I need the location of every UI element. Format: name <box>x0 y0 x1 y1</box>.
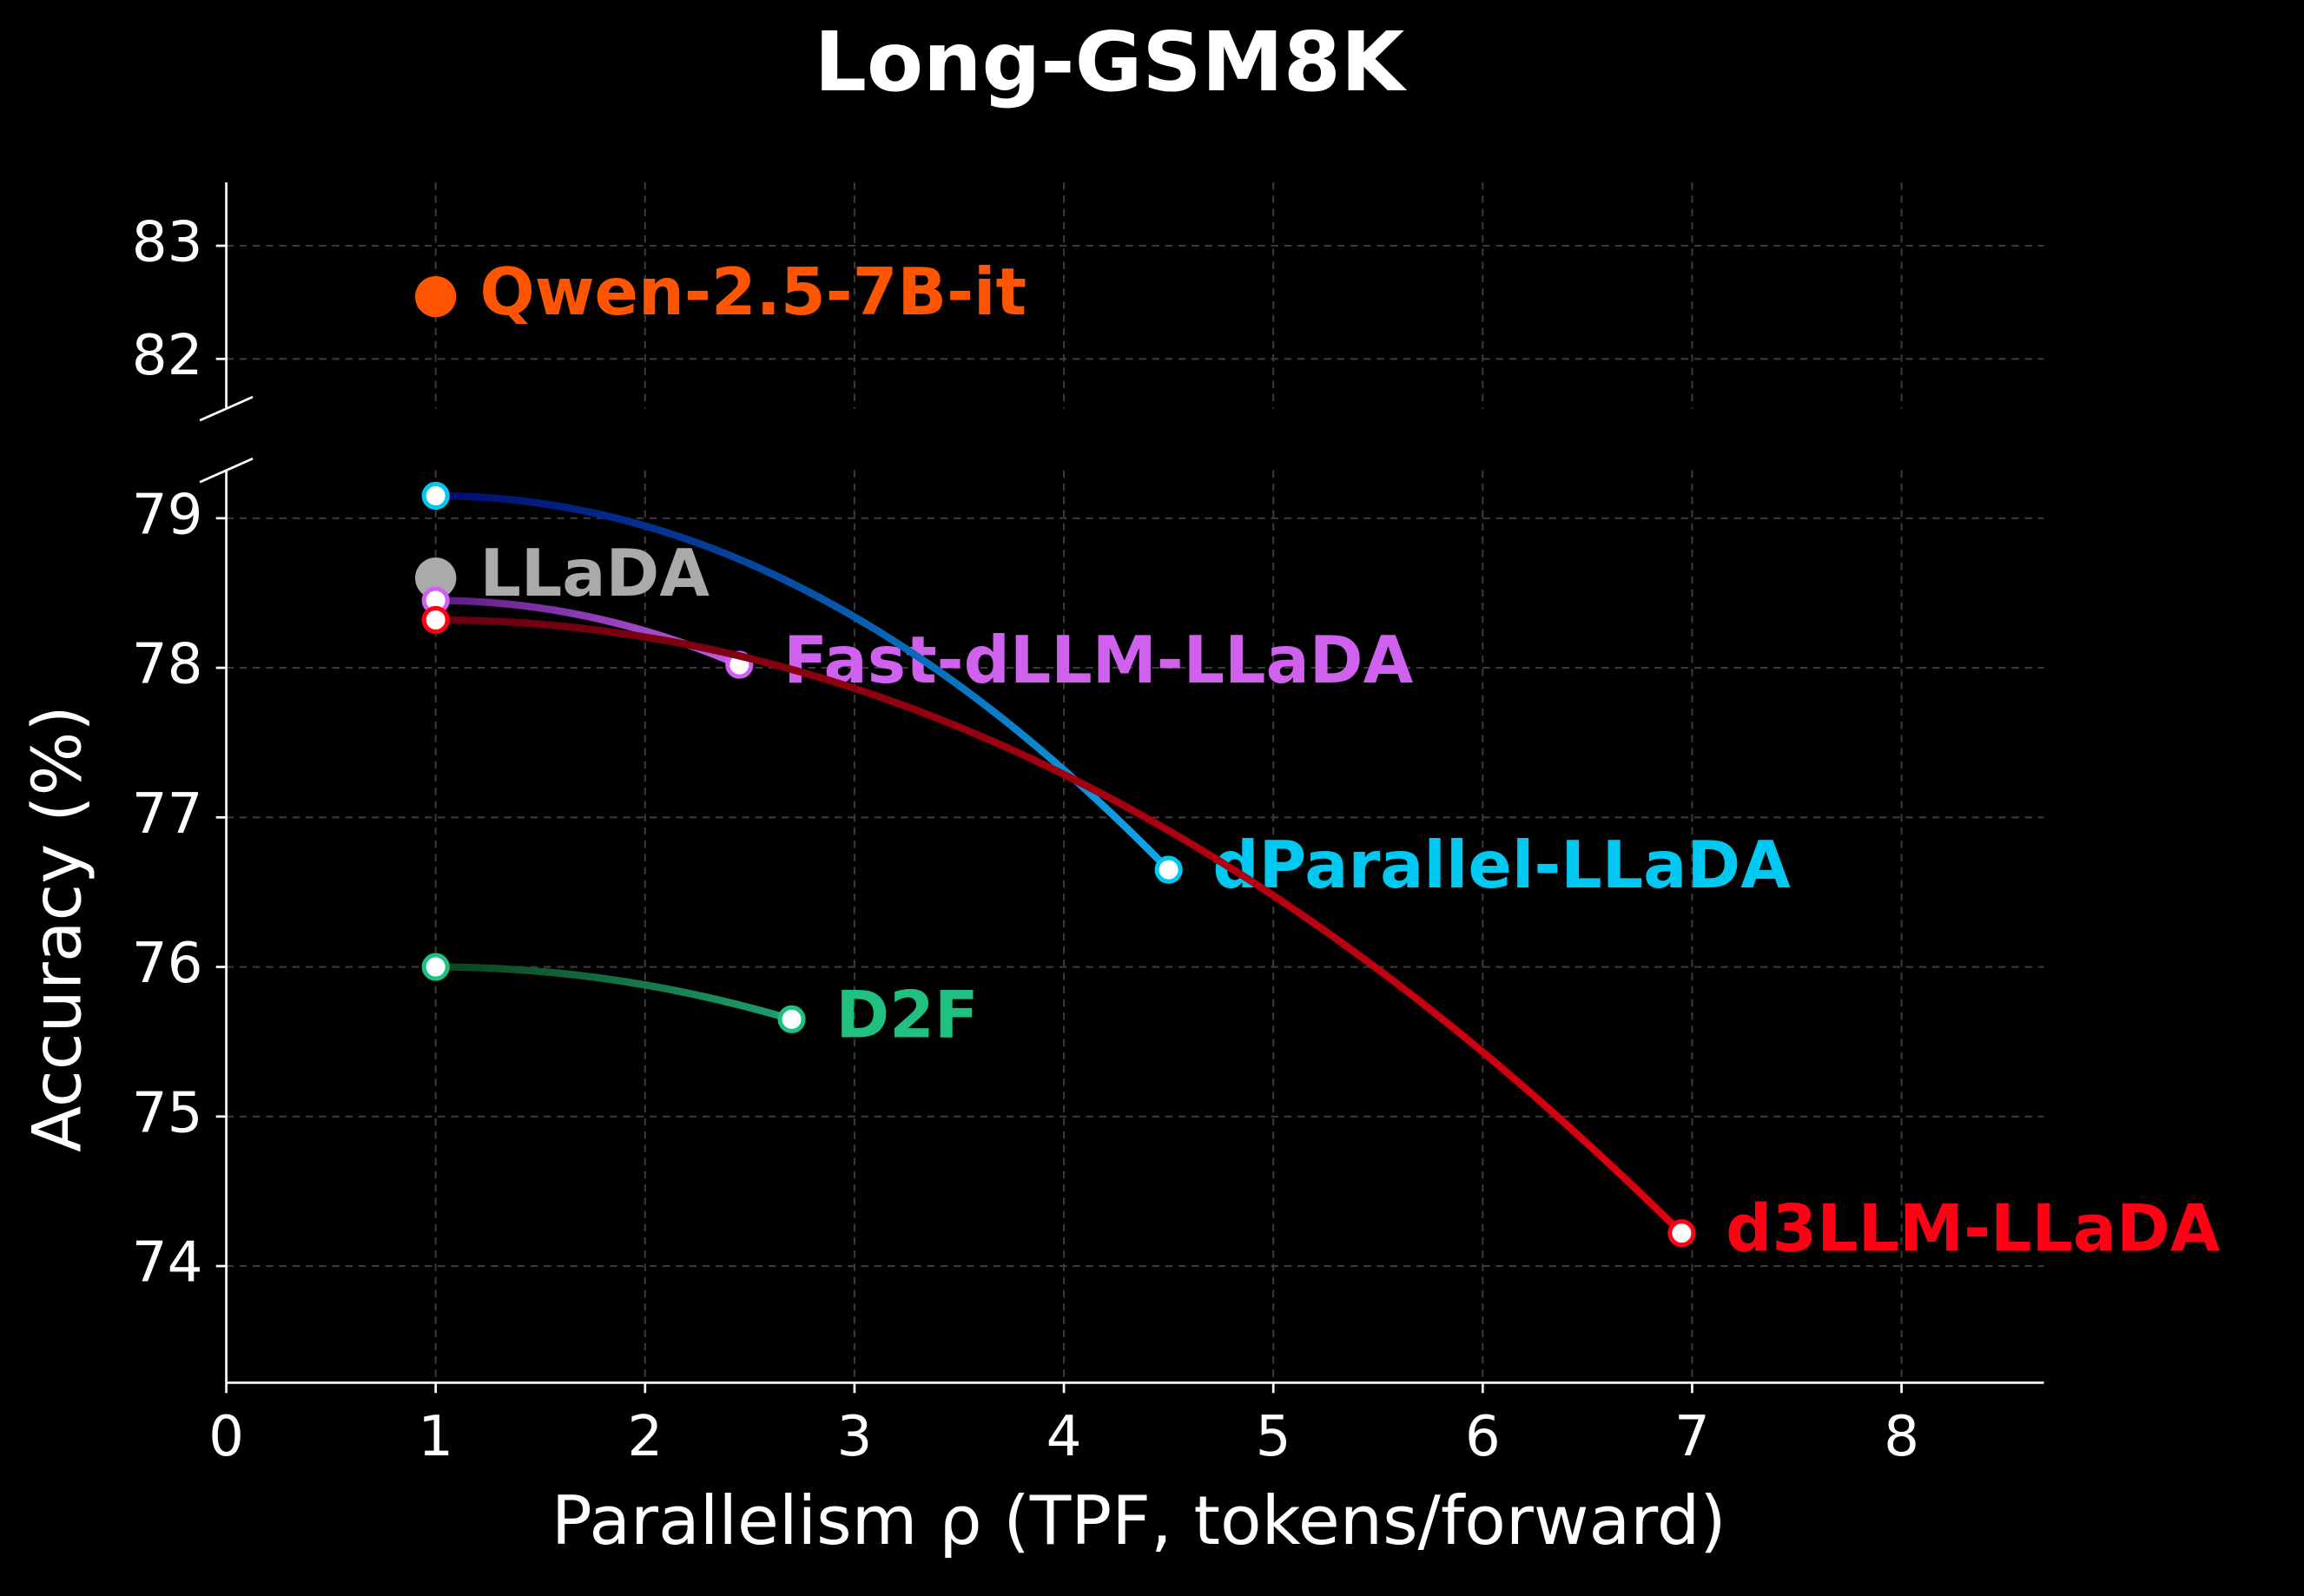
point <box>421 481 450 511</box>
y-tick-label: 82 <box>132 323 203 388</box>
y-tick-label: 75 <box>132 1080 203 1145</box>
y-tick-label: 78 <box>132 632 203 697</box>
x-tick-label: 6 <box>1465 1404 1501 1469</box>
x-axis-label: Parallelism ρ (TPF, tokens/forward) <box>551 1482 1726 1560</box>
x-tick-label: 1 <box>418 1404 453 1469</box>
x-tick-label: 4 <box>1046 1404 1082 1469</box>
series-label: D2F <box>835 977 978 1052</box>
series-label: Qwen-2.5-7B-it <box>479 254 1027 330</box>
point <box>777 1005 806 1033</box>
chart-title: Long-GSM8K <box>815 15 1408 110</box>
x-tick-label: 2 <box>627 1404 663 1469</box>
series-label: d3LLM-LLaDA <box>1726 1191 2221 1267</box>
axis-break <box>199 395 254 422</box>
y-axis-label: Accuracy (%) <box>19 705 97 1152</box>
y-tick-label: 79 <box>132 482 203 547</box>
point <box>421 953 450 981</box>
point <box>414 275 457 318</box>
y-tick-label: 76 <box>132 931 203 996</box>
y-tick-label: 83 <box>132 210 203 275</box>
series-line <box>435 597 741 669</box>
point <box>1154 855 1183 884</box>
y-tick-label: 77 <box>132 782 203 847</box>
point <box>421 605 450 635</box>
x-tick-label: 0 <box>208 1404 244 1469</box>
x-tick-label: 8 <box>1884 1404 1919 1469</box>
series-line <box>435 491 1172 873</box>
series-line <box>435 616 1685 1237</box>
series-label: dParallel-LLaDA <box>1212 828 1791 903</box>
x-tick-label: 7 <box>1674 1404 1710 1469</box>
series-label: LLaDA <box>479 536 710 611</box>
y-tick-label: 74 <box>132 1230 203 1296</box>
point <box>414 557 457 599</box>
x-tick-label: 3 <box>836 1404 872 1469</box>
axis-break <box>199 457 254 484</box>
series-line <box>435 963 793 1023</box>
x-tick-label: 5 <box>1256 1404 1291 1469</box>
point <box>1667 1219 1696 1248</box>
